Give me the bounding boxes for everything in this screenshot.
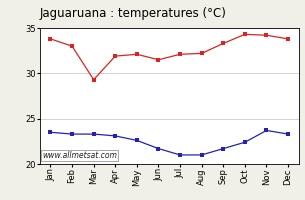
Text: www.allmetsat.com: www.allmetsat.com (42, 151, 117, 160)
Text: Jaguaruana : temperatures (°C): Jaguaruana : temperatures (°C) (40, 7, 227, 20)
